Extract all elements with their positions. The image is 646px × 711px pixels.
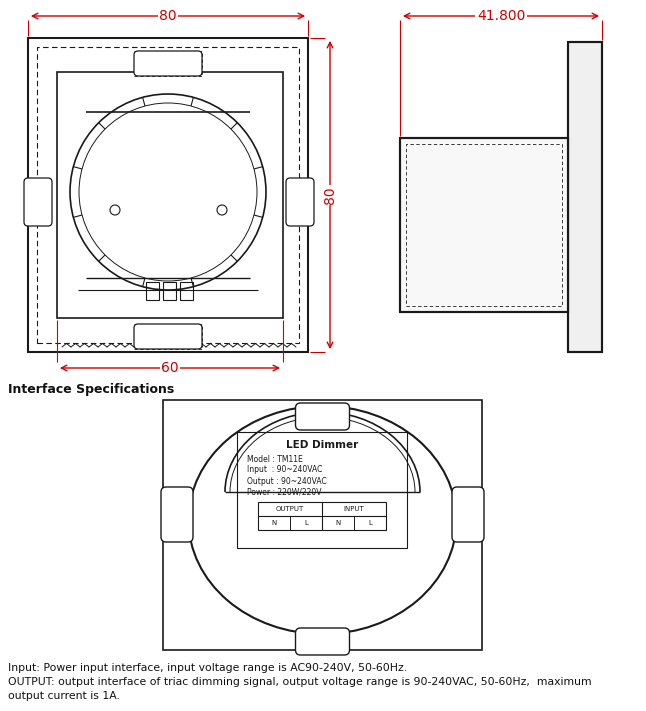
FancyBboxPatch shape — [134, 324, 202, 349]
FancyBboxPatch shape — [286, 178, 314, 226]
FancyBboxPatch shape — [134, 51, 202, 76]
Bar — [163, 282, 176, 300]
Text: output current is 1A.: output current is 1A. — [8, 691, 120, 701]
Text: N: N — [335, 520, 340, 526]
FancyBboxPatch shape — [161, 487, 193, 542]
Text: LED Dimmer: LED Dimmer — [286, 440, 359, 450]
Text: 60: 60 — [162, 361, 179, 375]
Bar — [163, 400, 482, 650]
Text: Input  : 90~240VAC: Input : 90~240VAC — [247, 466, 322, 474]
Bar — [37, 47, 299, 343]
Text: 41.800: 41.800 — [477, 9, 525, 23]
Text: Power : 220W/220V: Power : 220W/220V — [247, 488, 322, 496]
Text: 80: 80 — [323, 186, 337, 204]
Bar — [180, 282, 193, 300]
Bar — [568, 42, 602, 352]
Text: L: L — [368, 520, 372, 526]
Bar — [568, 42, 602, 352]
Text: OUTPUT: output interface of triac dimming signal, output voltage range is 90-240: OUTPUT: output interface of triac dimmin… — [8, 677, 592, 687]
Bar — [400, 138, 568, 312]
Text: Model : TM11E: Model : TM11E — [247, 454, 303, 464]
Bar — [406, 144, 562, 306]
Text: OUTPUT: OUTPUT — [276, 506, 304, 512]
Text: L: L — [304, 520, 308, 526]
Bar — [400, 138, 568, 312]
Text: Output : 90~240VAC: Output : 90~240VAC — [247, 476, 327, 486]
FancyBboxPatch shape — [295, 628, 349, 655]
Text: Interface Specifications: Interface Specifications — [8, 383, 174, 396]
Text: N: N — [271, 520, 276, 526]
Bar — [237, 432, 407, 548]
FancyBboxPatch shape — [24, 178, 52, 226]
Bar — [57, 72, 283, 318]
FancyBboxPatch shape — [295, 403, 349, 430]
Bar — [258, 502, 386, 530]
Bar — [134, 51, 202, 76]
Text: 80: 80 — [159, 9, 177, 23]
FancyBboxPatch shape — [452, 487, 484, 542]
Bar — [146, 282, 159, 300]
Text: INPUT: INPUT — [344, 506, 364, 512]
Text: Input: Power input interface, input voltage range is AC90-240V, 50-60Hz.: Input: Power input interface, input volt… — [8, 663, 407, 673]
Bar — [134, 324, 202, 349]
Bar — [28, 38, 308, 352]
